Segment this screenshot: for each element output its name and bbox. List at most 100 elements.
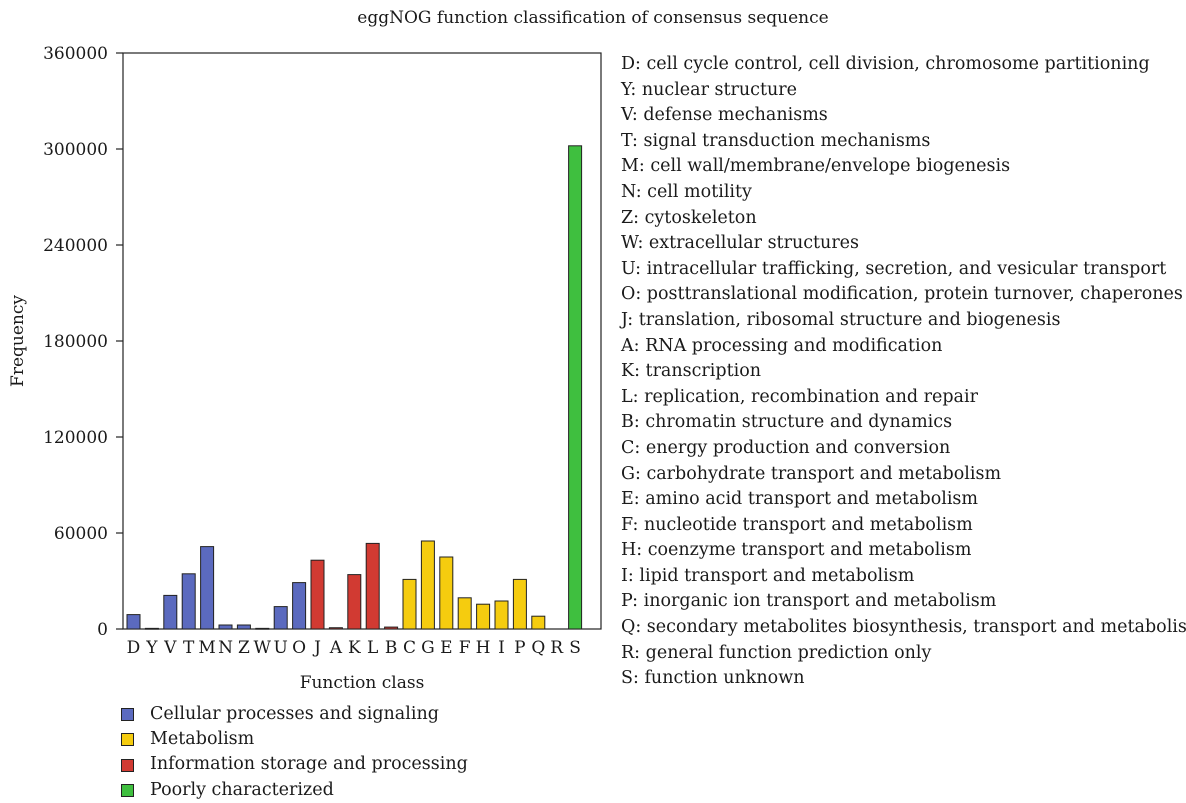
x-tick-label: N: [218, 638, 233, 658]
legend-label: Information storage and processing: [150, 754, 468, 775]
bar-N: [218, 624, 233, 630]
x-axis-label: Function class: [300, 673, 425, 693]
bar-U: [273, 606, 288, 630]
y-tick-label: 0: [97, 620, 108, 640]
x-tick-label: B: [385, 638, 398, 658]
y-tick-label: 180000: [43, 332, 108, 352]
bar-H: [476, 603, 491, 630]
x-tick-label: T: [183, 638, 195, 658]
bar-L: [365, 542, 380, 630]
category-description: D: cell cycle control, cell division, ch…: [621, 54, 1150, 74]
y-axis-label: Frequency: [8, 295, 28, 387]
x-tick-label: R: [550, 638, 564, 658]
x-tick-label: D: [127, 638, 141, 658]
x-tick-label: A: [329, 638, 343, 658]
category-description: F: nucleotide transport and metabolism: [621, 514, 973, 535]
bar-M: [200, 546, 215, 630]
x-tick-label: K: [348, 638, 361, 658]
legend-label: Poorly characterized: [150, 779, 334, 800]
legend-swatch: [121, 758, 134, 772]
bar-K: [347, 574, 362, 630]
bar-Z: [236, 624, 251, 630]
category-description: W: extracellular structures: [621, 233, 860, 254]
category-description: I: lipid transport and metabolism: [621, 565, 915, 586]
chart-legend: Cellular processes and signaling Metaboli…: [121, 702, 468, 803]
bar-T: [181, 573, 196, 630]
x-tick-label: O: [292, 638, 306, 658]
category-description: T: signal transduction mechanisms: [621, 130, 931, 151]
y-tick-label: 240000: [43, 236, 108, 256]
plot-frame: [122, 52, 602, 630]
category-description: G: carbohydrate transport and metabolism: [621, 463, 1002, 484]
bar-S: [568, 145, 583, 630]
bar-I: [494, 600, 509, 630]
legend-label: Metabolism: [150, 729, 255, 750]
category-description: N: cell motility: [621, 181, 752, 202]
legend-swatch: [121, 708, 134, 722]
x-tick-label: Z: [238, 638, 250, 658]
x-tick-label: V: [163, 638, 177, 658]
category-description: Z: cytoskeleton: [621, 207, 757, 228]
category-description: V: defense mechanisms: [621, 105, 828, 126]
bar-J: [310, 559, 325, 630]
x-tick-label: E: [440, 638, 452, 658]
bar-W: [255, 627, 270, 630]
x-tick-label: H: [476, 638, 491, 658]
legend-item: Cellular processes and signaling: [121, 702, 468, 727]
category-description: L: replication, recombination and repair: [621, 386, 978, 407]
x-tick-label: J: [312, 638, 321, 658]
legend-item: Poorly characterized: [121, 778, 468, 803]
category-description-list: D: cell cycle control, cell division, ch…: [621, 52, 1186, 692]
x-tick-label: M: [198, 638, 215, 658]
bar-Y: [144, 627, 159, 630]
category-description: E: amino acid transport and metabolism: [621, 489, 978, 510]
y-tick-label: 300000: [43, 140, 108, 160]
bar-Q: [531, 615, 546, 630]
category-description: Y: nuclear structure: [621, 79, 797, 100]
x-tick-label: S: [569, 638, 581, 658]
bar-E: [439, 556, 454, 630]
bar-F: [457, 597, 472, 630]
x-tick-label: I: [498, 638, 505, 658]
y-tick-label: 120000: [43, 428, 108, 448]
category-description: U: intracellular trafficking, secretion,…: [621, 258, 1167, 279]
category-description: P: inorganic ion transport and metabolis…: [621, 591, 997, 612]
x-tick-label: Q: [531, 638, 545, 658]
x-tick-label: Y: [145, 638, 158, 658]
category-description: S: function unknown: [621, 668, 805, 689]
category-description: B: chromatin structure and dynamics: [621, 412, 953, 433]
legend-item: Information storage and processing: [121, 752, 468, 777]
bar-O: [292, 582, 307, 630]
bar-D: [126, 614, 141, 630]
bar-C: [402, 578, 417, 630]
category-description: C: energy production and conversion: [621, 437, 951, 458]
x-tick-label: W: [254, 638, 272, 658]
legend-swatch: [121, 733, 134, 747]
legend-label: Cellular processes and signaling: [150, 704, 439, 724]
bar-V: [163, 594, 178, 630]
category-description: K: transcription: [621, 361, 762, 382]
legend-item: Metabolism: [121, 727, 468, 752]
category-description: M: cell wall/membrane/envelope biogenesi…: [621, 156, 1011, 177]
category-description: Q: secondary metabolites biosynthesis, t…: [621, 617, 1186, 638]
x-tick-label: C: [403, 638, 416, 658]
category-description: H: coenzyme transport and metabolism: [621, 540, 972, 561]
category-description: J: translation, ribosomal structure and …: [621, 309, 1061, 330]
x-tick-label: U: [274, 638, 288, 658]
x-tick-label: G: [421, 638, 435, 658]
chart-title: eggNOG function classification of consen…: [357, 8, 829, 28]
x-tick-label: L: [367, 638, 378, 658]
x-tick-label: F: [459, 638, 471, 658]
bar-A: [328, 627, 343, 630]
x-tick-label: P: [514, 638, 525, 658]
category-description: A: RNA processing and modification: [621, 335, 943, 356]
category-description: R: general function prediction only: [621, 642, 932, 663]
category-description: O: posttranslational modification, prote…: [621, 284, 1183, 305]
legend-swatch: [121, 783, 134, 797]
bar-P: [512, 578, 527, 630]
bar-B: [384, 626, 399, 630]
y-tick-label: 360000: [43, 44, 108, 64]
y-tick-label: 60000: [54, 524, 108, 544]
bar-G: [420, 540, 435, 630]
